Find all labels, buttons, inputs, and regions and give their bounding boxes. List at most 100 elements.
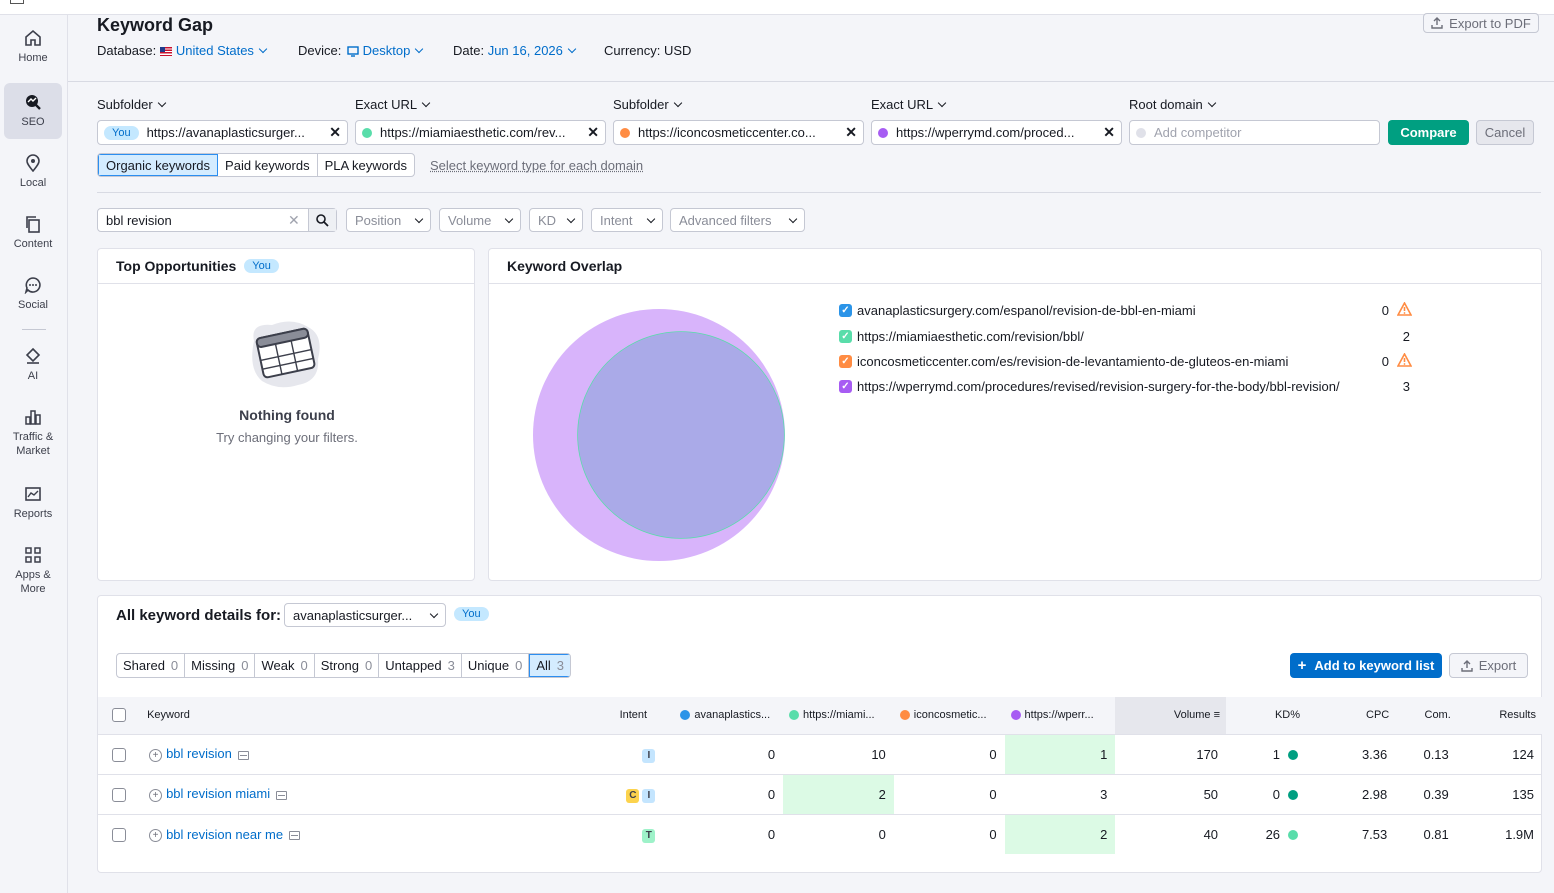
tab-weak[interactable]: Weak 0	[255, 654, 315, 677]
column-intent[interactable]: Intent	[592, 697, 675, 734]
tab-shared[interactable]: Shared 0	[117, 654, 186, 677]
domain-type-selector-4[interactable]: Exact URL	[871, 97, 947, 112]
clear-icon[interactable]: ✕	[288, 211, 300, 228]
add-icon[interactable]: +	[149, 748, 163, 762]
tab-organic-keywords[interactable]: Organic keywords	[98, 154, 219, 176]
tab-missing[interactable]: Missing 0	[185, 654, 256, 677]
add-icon[interactable]: +	[149, 828, 163, 842]
row-checkbox[interactable]	[112, 747, 126, 762]
database-selector[interactable]: Database: United States	[97, 43, 268, 58]
intent-filter[interactable]: Intent	[591, 208, 663, 232]
sidebar-item-apps-more[interactable]: Apps & More	[4, 546, 62, 606]
domain-input-2[interactable]: https://miamiaesthetic.com/rev... ✕	[355, 120, 606, 145]
legend-count: 2	[1402, 329, 1410, 344]
sidebar-item-content[interactable]: Content	[4, 215, 62, 261]
column-label: iconcosmetic...	[913, 709, 987, 722]
tab-unique[interactable]: Unique 0	[462, 654, 530, 677]
add-competitor-input[interactable]: Add competitor	[1129, 120, 1380, 145]
select-all-checkbox[interactable]	[112, 708, 126, 723]
search-input[interactable]: bbl revision	[106, 212, 172, 228]
domain-type-selector-1[interactable]: Subfolder	[97, 97, 166, 112]
column-volume[interactable]: Volume ≡	[1115, 697, 1227, 734]
intent-badge: I	[642, 748, 656, 763]
domain-input-3[interactable]: https://iconcosmeticcenter.co... ✕	[613, 120, 864, 145]
column-com[interactable]: Com.	[1395, 697, 1457, 734]
domain-input-4[interactable]: https://wperrymd.com/proced... ✕	[871, 120, 1122, 145]
close-icon[interactable]: ✕	[845, 124, 857, 140]
volume-filter[interactable]: Volume	[439, 208, 521, 232]
add-icon[interactable]: +	[149, 788, 163, 802]
export-label: Export	[1478, 658, 1517, 673]
keyword-link[interactable]: bbl revision	[166, 746, 232, 762]
column-results[interactable]: Results	[1456, 697, 1542, 734]
row-checkbox[interactable]	[112, 787, 126, 802]
column-cpc[interactable]: CPC	[1306, 697, 1396, 734]
column-keyword[interactable]: Keyword	[141, 697, 593, 734]
column-domain-1[interactable]: avanaplastics...	[674, 697, 784, 734]
sidebar-item-ai[interactable]: AI	[4, 347, 62, 393]
tab-pla-keywords[interactable]: PLA keywords	[324, 157, 407, 173]
sidebar-item-traffic-market[interactable]: Traffic & Market	[4, 408, 62, 468]
tab-all[interactable]: All 3	[529, 654, 570, 677]
domain-3-position: 0	[893, 773, 1005, 814]
legend-item[interactable]: ✓ https://miamiaesthetic.com/revision/bb…	[839, 329, 1084, 344]
close-icon[interactable]: ✕	[329, 124, 341, 140]
keyword-link[interactable]: bbl revision miami	[166, 786, 271, 802]
checkbox-checked-icon[interactable]: ✓	[839, 355, 852, 368]
keyword-link[interactable]: bbl revision near me	[166, 826, 284, 842]
tab-count: 3	[447, 658, 455, 673]
kd-cell: 26	[1226, 813, 1307, 854]
sidebar-item-local[interactable]: Local	[4, 154, 62, 200]
select-keyword-type-link[interactable]: Select keyword type for each domain	[430, 158, 644, 173]
gap-filter-tabs: Shared 0 Missing 0 Weak 0 Strong 0 Untapped 3…	[116, 653, 571, 678]
tab-strong[interactable]: Strong 0	[315, 654, 380, 677]
legend-item[interactable]: ✓ iconcosmeticcenter.com/es/revision-de-…	[839, 354, 1288, 369]
date-selector[interactable]: Date: Jun 16, 2026	[453, 43, 577, 58]
compare-button[interactable]: Compare	[1388, 120, 1469, 145]
column-domain-3[interactable]: iconcosmetic...	[893, 697, 1005, 734]
sidebar-item-seo[interactable]: SEO	[4, 83, 62, 139]
domain-select[interactable]: avanaplasticsurger...	[284, 603, 446, 627]
column-label: Volume	[1173, 709, 1211, 722]
serp-icon[interactable]	[289, 830, 301, 840]
serp-icon[interactable]	[276, 790, 288, 800]
tab-untapped[interactable]: Untapped 3	[379, 654, 462, 677]
device-selector[interactable]: Device: Desktop	[298, 43, 424, 58]
column-domain-4[interactable]: https://wperr...	[1004, 697, 1116, 734]
legend-item[interactable]: ✓ avanaplasticsurgery.com/espanol/revisi…	[839, 303, 1196, 318]
sidebar-item-reports[interactable]: Reports	[4, 485, 62, 531]
add-to-keyword-list-button[interactable]: + Add to keyword list	[1290, 653, 1442, 678]
seo-icon	[26, 95, 41, 110]
advanced-filters[interactable]: Advanced filters	[670, 208, 805, 232]
legend-item[interactable]: ✓ https://wperrymd.com/procedures/revise…	[839, 379, 1340, 394]
domain-type-selector-2[interactable]: Exact URL	[355, 97, 431, 112]
column-kd[interactable]: KD%	[1226, 697, 1307, 734]
chevron-down-icon	[429, 609, 439, 618]
sidebar-item-home[interactable]: Home	[4, 29, 62, 75]
column-domain-2[interactable]: https://miami...	[783, 697, 894, 734]
chevron-down-icon	[567, 44, 577, 54]
chevron-down-icon	[157, 98, 166, 108]
position-filter[interactable]: Position	[346, 208, 431, 232]
filter-label: Volume	[448, 212, 492, 228]
row-checkbox[interactable]	[112, 828, 126, 843]
checkbox-checked-icon[interactable]: ✓	[839, 380, 852, 393]
database-label: Database:	[97, 43, 157, 58]
row-checkbox-cell	[98, 813, 142, 854]
sidebar-item-social[interactable]: Social	[4, 276, 62, 322]
cancel-button[interactable]: Cancel	[1476, 120, 1534, 145]
tab-paid-keywords[interactable]: Paid keywords	[218, 154, 318, 176]
export-button[interactable]: Export	[1449, 653, 1528, 678]
export-pdf-button[interactable]: Export to PDF	[1423, 13, 1539, 33]
close-icon[interactable]: ✕	[587, 124, 599, 140]
checkbox-checked-icon[interactable]: ✓	[839, 330, 852, 343]
domain-input-1[interactable]: You https://avanaplasticsurger... ✕	[97, 120, 348, 145]
kd-filter[interactable]: KD	[529, 208, 583, 232]
domain-type-selector-5[interactable]: Root domain	[1129, 97, 1216, 112]
serp-icon[interactable]	[237, 750, 249, 760]
close-icon[interactable]: ✕	[1103, 124, 1115, 140]
domain-type-selector-3[interactable]: Subfolder	[613, 97, 682, 112]
checkbox-checked-icon[interactable]: ✓	[839, 304, 852, 317]
filter-label: KD	[538, 212, 557, 228]
search-button[interactable]	[308, 209, 336, 231]
